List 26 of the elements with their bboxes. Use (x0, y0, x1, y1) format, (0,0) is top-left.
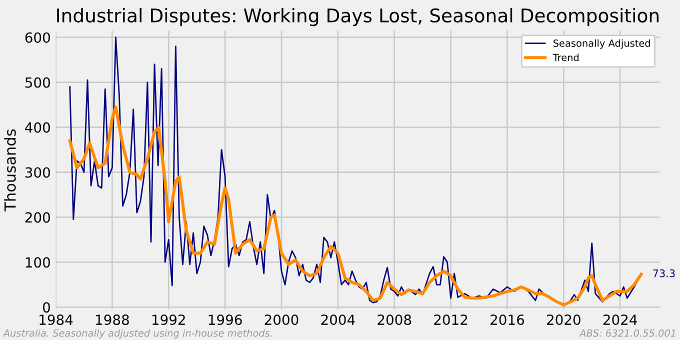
x-tick-label: 2024 (603, 314, 637, 326)
x-tick-label: 2000 (264, 314, 298, 326)
y-tick-label: 100 (26, 257, 50, 268)
x-tick-label: 2004 (321, 314, 355, 326)
x-tick-label: 1988 (96, 314, 129, 326)
y-tick-label: 500 (25, 77, 50, 88)
line-series (68, 106, 643, 306)
x-tick-label: 2020 (547, 314, 580, 326)
chart-title: Industrial Disputes: Working Days Lost, Seasonal Decomposition (57, 8, 659, 26)
x-tick-label: 2012 (434, 314, 468, 326)
x-tick-label: 2008 (378, 314, 412, 326)
y-tick-label: 400 (25, 122, 50, 133)
y-tick-label: 200 (25, 212, 50, 223)
text: Australia. Seasonally adjusted using in-house methods. (2, 329, 272, 339)
x-tick-label: 2016 (490, 314, 524, 326)
text: ABS: 6321.0.55.001 (579, 329, 676, 337)
y-axis-title: Thousands (4, 129, 16, 212)
y-tick-label: 600 (25, 32, 50, 43)
x-tick-label: 1996 (208, 314, 242, 326)
legend-label: Seasonally Adjusted (553, 39, 650, 49)
x-tick-label: 1992 (152, 314, 185, 326)
y-tick-label: 300 (25, 167, 50, 178)
x-tick-label: 1984 (40, 314, 73, 326)
y-tick-label: 0 (42, 302, 50, 313)
annotation: 73.3 (653, 269, 675, 278)
legend-label: Trend (552, 54, 579, 62)
